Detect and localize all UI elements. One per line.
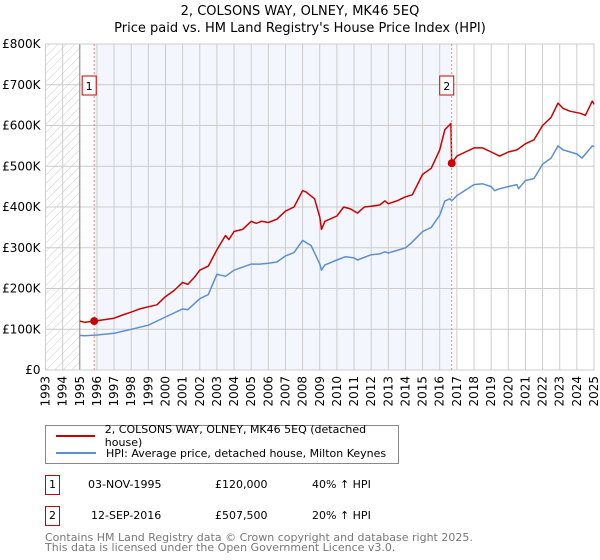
x-tick-label: 2004 [227, 376, 241, 407]
annotation-label: 2 [443, 80, 450, 93]
sale-point [447, 159, 456, 168]
x-tick-label: 1995 [73, 376, 87, 407]
x-tick-label: 2009 [313, 376, 327, 407]
x-tick-label: 2023 [553, 376, 567, 407]
y-tick-label: £400K [2, 200, 42, 214]
footer-line-1: Contains HM Land Registry data © Crown c… [45, 531, 473, 544]
footer: Contains HM Land Registry data © Crown c… [45, 531, 473, 554]
legend-label: 2, COLSONS WAY, OLNEY, MK46 5EQ (detache… [104, 423, 367, 449]
chart-subtitle: Price paid vs. HM Land Registry's House … [114, 21, 486, 36]
hpi-line [79, 145, 595, 337]
legend: 2, COLSONS WAY, OLNEY, MK46 5EQ (detache… [45, 423, 399, 464]
legend-item-property: 2, COLSONS WAY, OLNEY, MK46 5EQ (detache… [56, 423, 398, 449]
y-tick-label: £600K [2, 119, 42, 133]
legend-swatch-blue [56, 452, 96, 454]
transaction-date: 12-SEP-2016 [91, 509, 162, 522]
x-tick-label: 2019 [484, 376, 498, 407]
y-tick-label: £500K [2, 159, 42, 173]
legend-label: HPI: Average price, detached house, Milt… [106, 446, 387, 460]
price-chart: 1993 1994 1995 1996 1997 1998 1999 2000 2001 2002… [2, 37, 600, 407]
x-tick-label: 1993 [39, 376, 53, 407]
x-tick-label: 2025 [587, 376, 600, 407]
x-tick-label: 2011 [347, 376, 361, 407]
x-tick-label: 1997 [107, 376, 121, 407]
y-tick-label: £0 [25, 363, 40, 377]
x-tick-label: 2021 [518, 376, 532, 407]
annotation-badge [439, 75, 455, 96]
transaction-price: £120,000 [215, 478, 268, 491]
property-price-line [79, 100, 595, 324]
y-tick-label: £100K [2, 322, 42, 336]
annotation-label: 1 [86, 80, 93, 93]
transaction-badge: 2 [45, 506, 60, 526]
x-tick-label: 2010 [330, 376, 344, 407]
legend-item-hpi: HPI: Average price, detached house, Milt… [56, 445, 386, 461]
x-tick-label: 1998 [124, 376, 138, 407]
x-tick-label: 1999 [141, 376, 155, 407]
transaction-date: 03-NOV-1995 [88, 478, 162, 491]
legend-swatch-red [56, 435, 95, 437]
chart-title: 2, COLSONS WAY, OLNEY, MK46 5EQ [180, 4, 420, 19]
transaction-row: 2 12-SEP-2016 £507,500 20% ↑ HPI [45, 506, 445, 526]
y-tick-label: £300K [2, 241, 42, 255]
x-tick-label: 2001 [176, 376, 190, 407]
x-tick-label: 2003 [210, 376, 224, 407]
x-tick-label: 2024 [570, 376, 584, 407]
sale-point [90, 317, 99, 326]
y-tick-label: £700K [2, 78, 42, 92]
annotation-badge [81, 75, 97, 96]
x-tick-label: 2000 [158, 376, 172, 407]
x-tick-label: 1996 [90, 376, 104, 407]
y-tick-label: £800K [2, 37, 42, 51]
x-tick-label: 2015 [416, 376, 430, 407]
x-tick-label: 2014 [398, 376, 412, 407]
x-tick-label: 2007 [278, 376, 292, 407]
x-tick-label: 2008 [296, 376, 310, 407]
x-tick-label: 2022 [536, 376, 550, 407]
footer-line-2: This data is licensed under the Open Gov… [45, 541, 396, 554]
x-tick-label: 1994 [56, 376, 70, 407]
x-tick-label: 2017 [450, 376, 464, 407]
plot-frame [45, 43, 595, 371]
x-tick-label: 2006 [261, 376, 275, 407]
x-tick-label: 2018 [467, 376, 481, 407]
x-tick-label: 2002 [193, 376, 207, 407]
x-tick-label: 2020 [501, 376, 515, 407]
transaction-hpi: 40% ↑ HPI [312, 478, 371, 491]
x-tick-label: 2012 [364, 376, 378, 407]
transaction-row: 1 03-NOV-1995 £120,000 40% ↑ HPI [45, 475, 445, 495]
transaction-badge: 1 [45, 475, 60, 495]
x-tick-label: 2005 [244, 376, 258, 407]
x-tick-label: 2013 [381, 376, 395, 407]
transaction-price: £507,500 [215, 509, 268, 522]
y-tick-label: £200K [2, 282, 42, 296]
x-tick-label: 2016 [433, 376, 447, 407]
transaction-hpi: 20% ↑ HPI [312, 509, 371, 522]
